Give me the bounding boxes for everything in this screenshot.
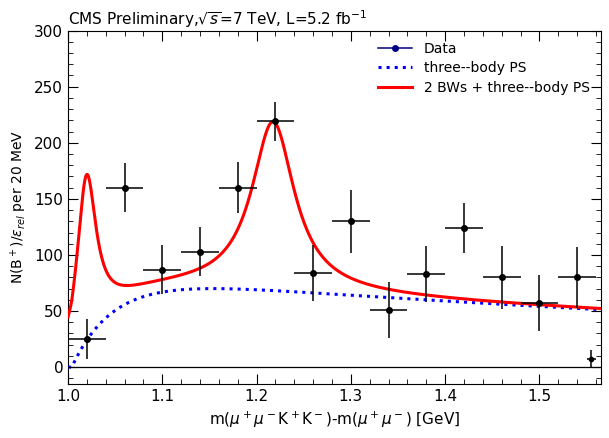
2 BWs + three--body PS (65, 314, 72, 320)
three--body PS (384, 295, 391, 300)
2 BWs + three--body PS (502, 300, 510, 305)
three--body PS (462, 300, 469, 305)
Legend: Data, three--body PS, 2 BWs + three--body PS: Data, three--body PS, 2 BWs + three--bod… (373, 38, 594, 99)
2 BWs + three--body PS (269, 119, 276, 124)
three--body PS (209, 286, 216, 291)
three--body PS (268, 288, 275, 293)
Line: 2 BWs + three--body PS: 2 BWs + three--body PS (68, 122, 600, 317)
X-axis label: m($\mu^+\mu^-$K$^+$K$^-$)-m($\mu^+\mu^-$) [GeV]: m($\mu^+\mu^-$K$^+$K$^-$)-m($\mu^+\mu^-$… (209, 410, 460, 430)
three--body PS (161, 289, 169, 294)
2 BWs + three--body PS (597, 306, 604, 311)
three--body PS (597, 307, 604, 312)
Y-axis label: N(B$^+$)/$\varepsilon_{rel}$ per 20 MeV: N(B$^+$)/$\varepsilon_{rel}$ per 20 MeV (9, 130, 29, 284)
Text: CMS Preliminary,$\sqrt{s}$=7 TeV, L=5.2 fb$^{-1}$: CMS Preliminary,$\sqrt{s}$=7 TeV, L=5.2 … (68, 8, 367, 30)
three--body PS (411, 297, 418, 302)
2 BWs + three--body PS (462, 297, 469, 302)
three--body PS (502, 302, 510, 307)
2 BWs + three--body PS (161, 276, 169, 282)
2 BWs + three--body PS (268, 120, 275, 125)
Line: three--body PS: three--body PS (68, 289, 600, 367)
2 BWs + three--body PS (384, 286, 391, 292)
2 BWs + three--body PS (411, 291, 418, 296)
three--body PS (65, 364, 72, 370)
